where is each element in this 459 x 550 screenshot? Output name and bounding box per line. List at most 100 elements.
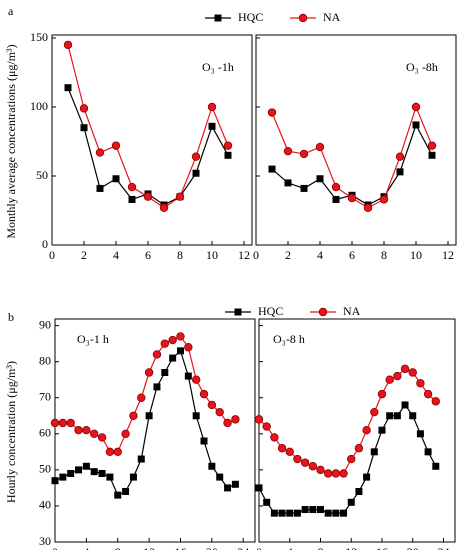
marker [97, 433, 107, 442]
marker [192, 412, 200, 420]
marker [423, 389, 433, 399]
marker [347, 193, 357, 203]
marker [363, 203, 373, 212]
legend-label: NA [323, 10, 341, 24]
x-tick-label: 10 [206, 248, 218, 262]
y-tick-label: 30 [39, 534, 51, 548]
marker [214, 14, 222, 22]
marker [75, 466, 83, 474]
marker [66, 418, 75, 428]
marker [339, 469, 348, 478]
panel-label: a [8, 4, 14, 18]
marker [159, 203, 169, 212]
marker [283, 146, 293, 156]
marker [224, 151, 232, 159]
marker [427, 141, 437, 150]
marker [262, 422, 271, 431]
marker [286, 509, 294, 517]
marker [74, 425, 83, 435]
marker [393, 412, 401, 420]
legend-label: NA [343, 304, 361, 318]
marker [386, 412, 394, 420]
marker [370, 407, 379, 417]
marker [396, 168, 404, 176]
marker [223, 418, 232, 428]
marker [411, 102, 421, 112]
marker [79, 104, 89, 113]
y-tick-label: 0 [42, 237, 48, 251]
marker [324, 509, 332, 517]
marker [207, 400, 217, 410]
marker [298, 13, 308, 23]
marker [301, 506, 309, 514]
y-axis-label: Monthly average concentrations (μg/m³) [4, 44, 18, 238]
marker [106, 473, 114, 481]
marker [432, 462, 440, 470]
x-tick-label: 20 [206, 545, 218, 550]
y-tick-label: 50 [36, 168, 48, 182]
marker [409, 412, 417, 420]
x-tick-label: 6 [349, 248, 355, 262]
marker [277, 444, 287, 453]
marker [401, 401, 409, 409]
marker [308, 462, 318, 471]
x-tick-label: 24 [437, 545, 449, 550]
marker [300, 458, 310, 467]
marker [331, 182, 341, 192]
x-tick-label: 4 [113, 248, 119, 262]
marker [137, 393, 146, 402]
marker [270, 509, 278, 517]
marker [95, 148, 105, 157]
marker [96, 184, 104, 192]
marker [284, 179, 292, 187]
x-tick-label: 4 [83, 545, 89, 550]
marker [278, 509, 286, 517]
marker [63, 40, 73, 50]
marker [143, 192, 153, 201]
marker [347, 498, 355, 506]
marker [400, 364, 410, 374]
marker [199, 389, 209, 399]
x-tick-label: 8 [381, 248, 387, 262]
x-tick-label: 12 [345, 545, 357, 550]
marker [393, 371, 402, 381]
x-tick-label: 2 [285, 248, 291, 262]
plot-frame [258, 318, 456, 543]
marker [347, 454, 356, 464]
legend-label: HQC [258, 304, 283, 318]
x-tick-label: 24 [237, 545, 249, 550]
x-tick-label: 12 [442, 248, 454, 262]
marker [207, 102, 217, 112]
marker [309, 506, 317, 514]
marker [208, 122, 216, 130]
marker [161, 368, 169, 376]
marker [428, 151, 436, 159]
marker [285, 447, 294, 457]
annotation: O₃ -1h [202, 60, 234, 74]
marker [332, 509, 340, 517]
y-tick-label: 50 [39, 462, 51, 476]
marker [263, 498, 271, 506]
marker [200, 437, 208, 445]
marker [90, 429, 99, 439]
panel-label: b [8, 310, 14, 324]
series-line [67, 87, 229, 206]
marker [416, 430, 424, 438]
marker [58, 418, 68, 428]
marker [363, 473, 371, 481]
marker [90, 468, 98, 476]
marker [191, 375, 201, 384]
marker [112, 175, 120, 183]
marker [378, 426, 386, 434]
marker [395, 152, 405, 161]
marker [231, 415, 240, 424]
marker [267, 108, 277, 117]
marker [300, 184, 308, 192]
marker [270, 433, 279, 442]
plot-frame [54, 318, 256, 543]
marker [331, 469, 341, 478]
marker [323, 469, 333, 478]
marker [318, 307, 328, 317]
marker [51, 477, 59, 485]
